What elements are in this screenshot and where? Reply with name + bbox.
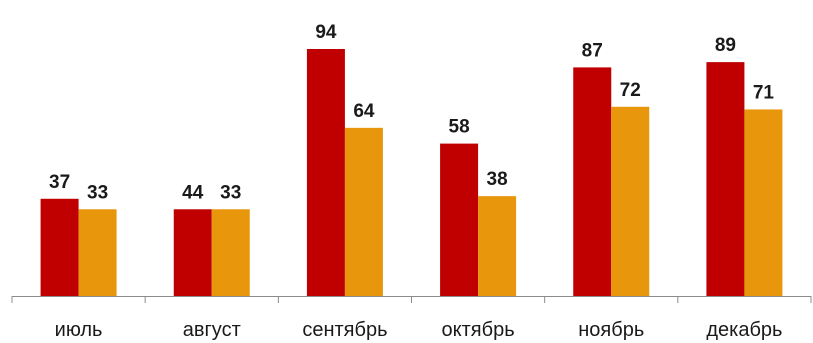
bar-series-2-6 [744, 109, 783, 296]
data-label-series-1-5: 87 [582, 40, 603, 61]
x-tick-label: ноябрь [578, 319, 644, 341]
bar-series-1-1 [40, 198, 79, 296]
data-label-series-2-3: 64 [353, 101, 375, 122]
bar-series-1-5 [573, 67, 612, 296]
data-label-series-1-2: 44 [182, 182, 204, 203]
data-label-series-2-2: 33 [220, 182, 241, 203]
bars-layer [40, 49, 783, 297]
data-label-series-2-4: 38 [487, 169, 508, 190]
bar-series-1-4 [440, 143, 479, 296]
x-tick-label: октябрь [442, 319, 515, 341]
bar-series-1-6 [706, 62, 745, 296]
data-label-series-1-4: 58 [449, 117, 470, 138]
data-label-series-1-6: 89 [715, 35, 736, 56]
bar-series-2-4 [478, 196, 517, 296]
bar-series-1-2 [173, 209, 212, 296]
x-tick-label: июль [55, 319, 103, 341]
bar-series-2-2 [211, 209, 250, 296]
data-label-series-2-1: 33 [87, 182, 108, 203]
x-axis-ticks [11, 296, 812, 303]
data-label-series-2-6: 71 [753, 82, 775, 103]
x-axis-tick-labels: июль август сентябрь октябрь ноябрь декабрь [55, 319, 783, 341]
data-label-series-1-3: 94 [315, 22, 337, 43]
bar-series-2-5 [611, 106, 650, 297]
bar-series-1-3 [306, 49, 345, 296]
bar-series-2-1 [78, 209, 117, 296]
x-tick-label: сентябрь [302, 319, 387, 341]
x-tick-label: август [183, 319, 241, 341]
data-label-series-2-5: 72 [620, 80, 641, 101]
x-tick-label: декабрь [706, 319, 782, 341]
data-label-series-1-1: 37 [49, 172, 70, 193]
bar-series-2-3 [344, 127, 383, 296]
value-labels-layer: 37 33 44 33 94 64 58 38 87 72 89 71 [49, 22, 774, 203]
